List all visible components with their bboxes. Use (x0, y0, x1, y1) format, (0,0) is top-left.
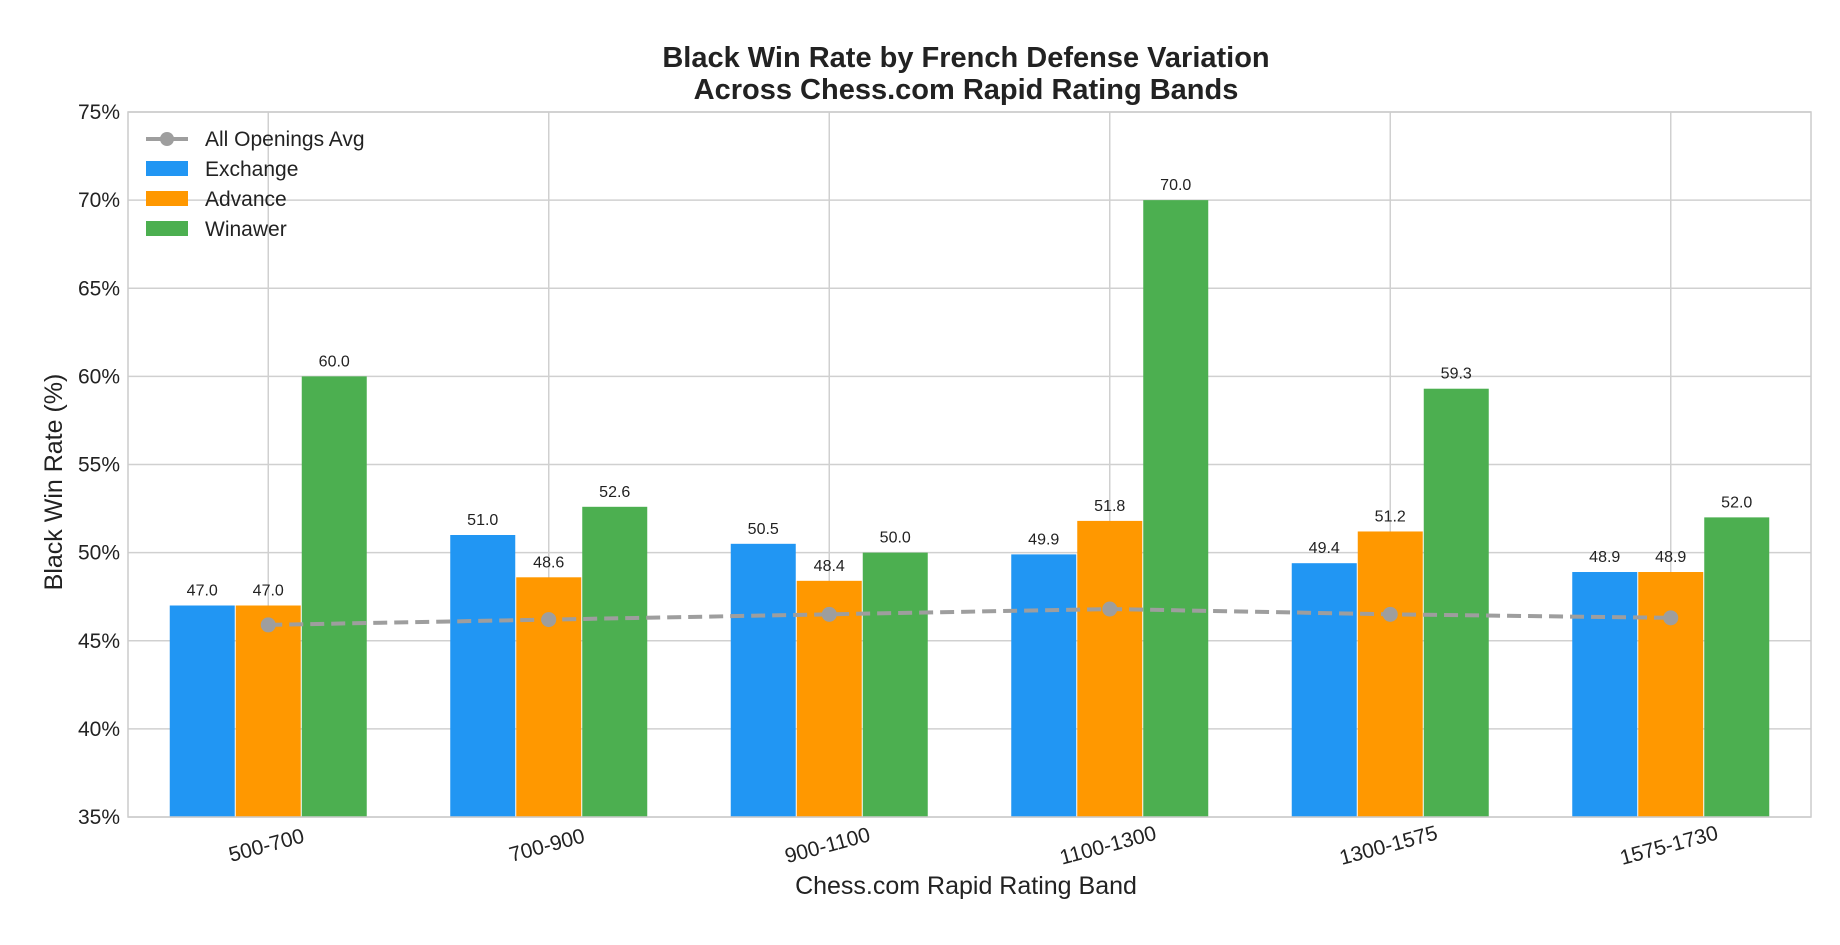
value-label-advance: 51.2 (1375, 508, 1406, 525)
average-line-series (260, 601, 1679, 633)
chart-title: Black Win Rate by French Defense Variati… (662, 42, 1269, 74)
value-label-advance: 48.6 (533, 554, 564, 571)
bar-winawer (1704, 517, 1770, 817)
legend-label-exchange: Exchange (205, 158, 298, 181)
y-axis-label: Black Win Rate (%) (40, 374, 68, 591)
bar-exchange (450, 535, 516, 817)
average-point (821, 606, 837, 622)
y-tick-label: 75% (78, 101, 120, 124)
y-tick-label: 60% (78, 365, 120, 388)
bar-winawer (582, 506, 648, 817)
value-label-exchange: 49.4 (1309, 540, 1340, 557)
average-point (260, 617, 276, 633)
value-label-advance: 48.4 (814, 558, 845, 575)
bar-exchange (730, 543, 796, 817)
value-label-winawer: 59.3 (1441, 366, 1472, 383)
bar-exchange (1011, 554, 1077, 817)
value-label-exchange: 47.0 (187, 583, 218, 600)
value-labels: 47.0 51.0 50.5 49.9 49.4 48.9 47.0 48.6 48.4 51.8… (187, 177, 1753, 599)
x-axis-label: Chess.com Rapid Rating Band (795, 872, 1137, 900)
value-label-exchange: 50.5 (748, 521, 779, 538)
bar-series (169, 200, 1770, 817)
legend-label-average: All Openings Avg (205, 128, 365, 151)
average-point (1382, 606, 1398, 622)
value-label-advance: 47.0 (253, 583, 284, 600)
chart-subtitle: Across Chess.com Rapid Rating Bands (694, 74, 1239, 106)
value-label-winawer: 52.6 (599, 484, 630, 501)
average-point (1102, 601, 1118, 617)
y-tick-label: 35% (78, 806, 120, 829)
y-tick-label: 40% (78, 718, 120, 741)
bar-exchange (1291, 563, 1357, 817)
legend-swatch-winawer (146, 221, 188, 236)
legend-swatch-exchange (146, 161, 188, 176)
legend-label-winawer: Winawer (205, 218, 287, 241)
bar-winawer (1143, 200, 1209, 817)
legend-line-marker (160, 132, 174, 146)
legend-label-advance: Advance (205, 188, 287, 211)
value-label-winawer: 50.0 (880, 530, 911, 547)
value-label-winawer: 52.0 (1721, 494, 1752, 511)
average-line (268, 607, 1671, 627)
plot-frame (127, 111, 1812, 818)
value-label-exchange: 48.9 (1589, 549, 1620, 566)
value-label-winawer: 60.0 (319, 353, 350, 370)
value-label-exchange: 51.0 (467, 512, 498, 529)
bar-winawer (862, 552, 928, 817)
bar-advance (235, 605, 301, 817)
value-label-advance: 51.8 (1094, 498, 1125, 515)
y-tick-label: 50% (78, 542, 120, 565)
bar-winawer (301, 376, 367, 817)
y-tick-label: 55% (78, 454, 120, 477)
y-tick-label: 70% (78, 189, 120, 212)
y-tick-label: 45% (78, 630, 120, 653)
legend: All Openings Avg Exchange Advance Winawe… (146, 128, 365, 241)
bar-exchange (1572, 572, 1638, 817)
average-point (541, 612, 557, 628)
bar-winawer (1423, 388, 1489, 817)
value-label-advance: 48.9 (1655, 549, 1686, 566)
bar-advance (1357, 531, 1423, 817)
y-axis-ticks: 35% 40% 45% 50% 55% 60% 65% 70% 75% (78, 101, 120, 829)
legend-swatch-advance (146, 191, 188, 206)
bar-exchange (169, 605, 235, 817)
value-label-winawer: 70.0 (1160, 177, 1191, 194)
bar-advance (1077, 520, 1143, 817)
value-label-exchange: 49.9 (1028, 531, 1059, 548)
y-tick-label: 65% (78, 277, 120, 300)
bar-advance (1638, 572, 1704, 817)
average-point (1663, 610, 1679, 626)
